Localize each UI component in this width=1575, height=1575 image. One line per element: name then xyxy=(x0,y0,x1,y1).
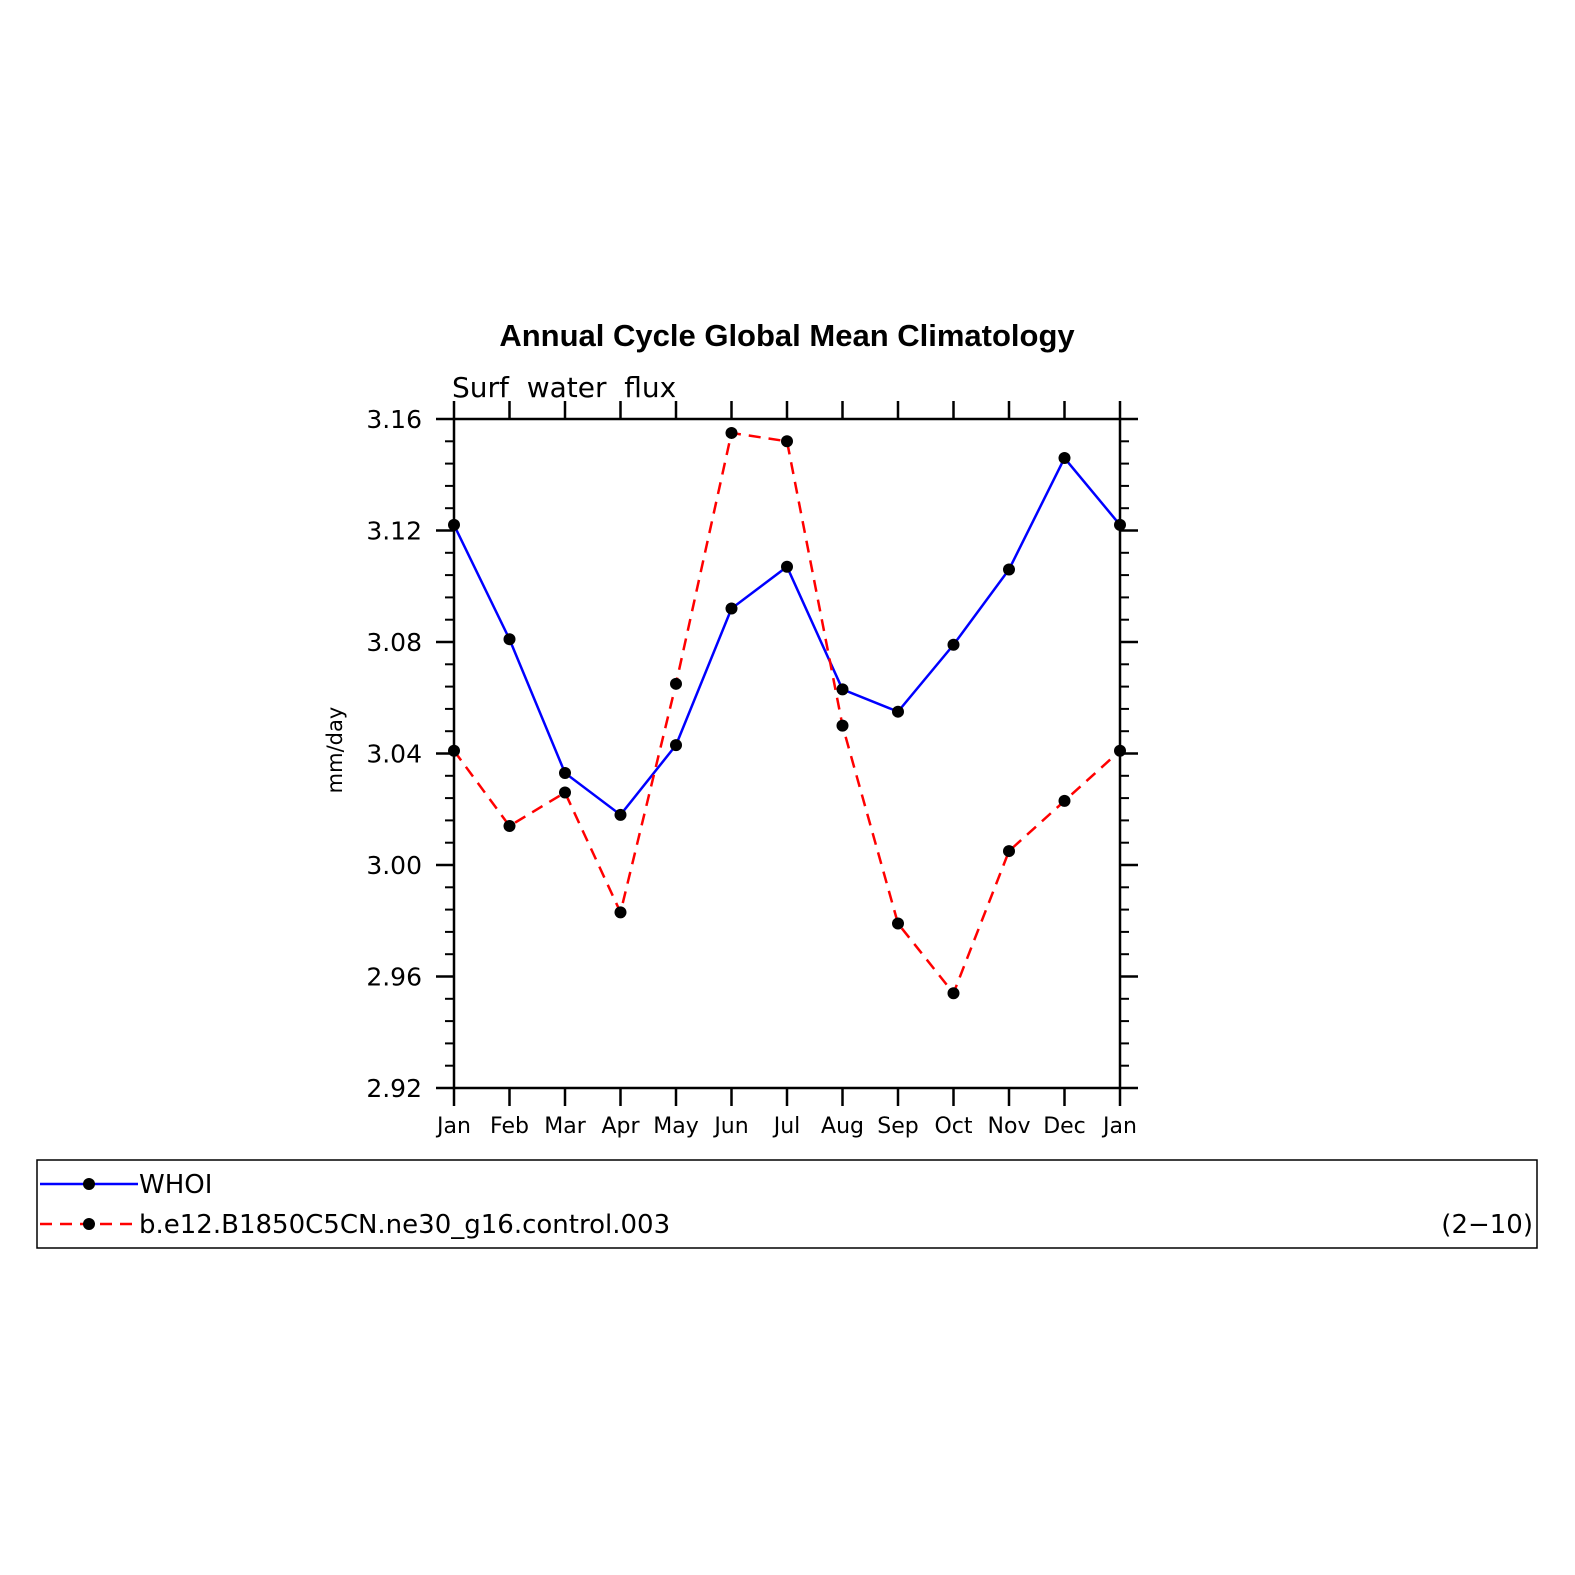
plot-frame xyxy=(452,417,1122,1090)
series-2-point xyxy=(836,719,849,732)
x-tick-label: Oct xyxy=(934,1114,972,1139)
series-1-point xyxy=(503,633,516,646)
plot-area: 2.92 2.96 3.00 3.04 3.08 3.12 3.16 Jan Feb Mar Apr… xyxy=(366,401,1138,1139)
legend-box xyxy=(36,1159,1538,1249)
series-1-point xyxy=(725,602,738,615)
y-axis-label: mm/day xyxy=(323,707,347,794)
series-2-point xyxy=(503,819,516,832)
legend-marker-1 xyxy=(83,1178,95,1190)
y-tick-label: 3.04 xyxy=(366,740,422,769)
y-tick-label: 2.96 xyxy=(366,963,422,992)
x-tick-label: Jun xyxy=(712,1114,748,1139)
y-tick-label: 3.12 xyxy=(366,517,422,546)
x-tick-label: Jul xyxy=(772,1114,801,1139)
x-tick-label: Jan xyxy=(1101,1114,1137,1139)
x-tick-label: Aug xyxy=(821,1114,864,1139)
series-1-point xyxy=(1003,563,1015,576)
x-tick-label: Dec xyxy=(1043,1114,1086,1139)
series-1-point xyxy=(448,518,460,531)
series-1-point xyxy=(892,705,904,718)
y-tick-label: 3.08 xyxy=(366,628,422,657)
panel-annotation: (2−10) xyxy=(1441,1210,1533,1240)
x-tick-label: Feb xyxy=(490,1114,529,1139)
x-tick-label: Apr xyxy=(601,1114,640,1139)
series-2-point xyxy=(614,906,627,919)
series-1-point xyxy=(1058,452,1071,465)
series-2-point xyxy=(559,786,571,799)
chart-title: Annual Cycle Global Mean Climatology xyxy=(499,318,1075,353)
series-2-point xyxy=(1003,845,1015,858)
series-2-point xyxy=(1058,794,1071,807)
series-1-point xyxy=(1114,518,1126,531)
series-2-point xyxy=(1114,744,1126,757)
y-tick-label: 3.16 xyxy=(366,405,422,434)
x-tick-label: Nov xyxy=(988,1114,1031,1139)
series-line-2 xyxy=(452,431,1121,996)
x-tick-label: Sep xyxy=(877,1114,918,1139)
legend-marker-2 xyxy=(83,1218,95,1230)
x-tick-label: May xyxy=(653,1114,698,1139)
series-1-point xyxy=(947,638,960,651)
legend-label-1: WHOI xyxy=(139,1170,212,1200)
series-line-1 xyxy=(452,455,1121,817)
x-tick-label: Mar xyxy=(544,1114,586,1139)
x-tick-label: Jan xyxy=(435,1114,471,1139)
series-2-point xyxy=(448,744,460,757)
legend-label-2: b.e12.B1850C5CN.ne30_g16.control.003 xyxy=(139,1210,670,1240)
series-1-point xyxy=(670,739,682,752)
legend: WHOI b.e12.B1850C5CN.ne30_g16.control.003 xyxy=(40,1170,670,1240)
y-tick-label: 3.00 xyxy=(366,851,422,880)
series-1-point xyxy=(559,767,571,780)
y-tick-label: 2.92 xyxy=(366,1074,422,1103)
series-2-point xyxy=(725,426,738,439)
series-1-point xyxy=(614,808,627,821)
series-2-point xyxy=(892,917,904,930)
series-2-point xyxy=(670,677,682,690)
series-1-point xyxy=(836,683,849,696)
series-2-point xyxy=(947,987,960,1000)
chart-subtitle: Surf water flux xyxy=(452,371,676,404)
series-1-point xyxy=(781,560,793,573)
series-2-point xyxy=(781,435,793,448)
